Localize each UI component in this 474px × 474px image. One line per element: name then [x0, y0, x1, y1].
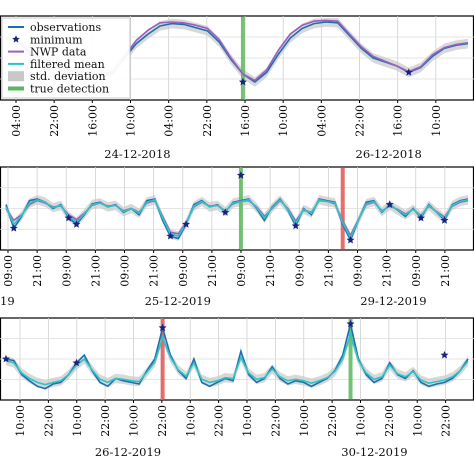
minimum-marker [417, 213, 425, 222]
minimum-marker [166, 232, 175, 240]
tick-label: 16:00 [86, 105, 99, 137]
date-label: 29-12-2019 [360, 294, 426, 308]
tick-label: 10:00 [277, 105, 290, 137]
tick-label: 22:00 [213, 405, 226, 437]
date-label: 25-12-2019 [145, 294, 211, 308]
date-label: 30-12-2019 [341, 445, 407, 459]
tick-label: 22:00 [99, 405, 112, 437]
legend-label: std. deviation [30, 70, 106, 83]
minimum-marker [72, 358, 81, 367]
tick-label: 09:00 [119, 255, 132, 287]
minimum-marker [182, 220, 191, 228]
false-detection-bar [340, 168, 345, 249]
tick-label: 09:00 [293, 255, 306, 287]
tick-label: 21:00 [439, 255, 452, 287]
legend-label: true detection [30, 83, 109, 96]
std-band [6, 18, 468, 87]
tick-label: 21:00 [322, 255, 335, 287]
tick-label: 04:00 [10, 105, 23, 137]
true-detection-bar [240, 17, 245, 99]
minimum-marker [404, 68, 413, 76]
legend-label: minimum [30, 33, 83, 46]
tick-label: 22:00 [42, 405, 55, 437]
tick-label: 22:00 [48, 105, 61, 137]
tick-label: 09:00 [410, 255, 423, 287]
tick-label: 10:00 [411, 405, 424, 437]
false-detection-bar [160, 319, 165, 399]
tick-label: 10:00 [128, 405, 141, 437]
tick-label: 10:00 [298, 405, 311, 437]
minimum-marker [385, 200, 394, 208]
tick-label: 21:00 [206, 255, 219, 287]
tick-label: 21:00 [31, 255, 44, 287]
minimum-marker [221, 208, 230, 216]
tick-label: 09:00 [352, 255, 365, 287]
minimum-marker [238, 77, 247, 86]
legend-swatch [8, 86, 24, 91]
minimum-marker [64, 213, 73, 222]
date-label: 24-12-2018 [104, 147, 170, 161]
tick-label: 10:00 [430, 105, 443, 137]
minimum-marker [346, 319, 355, 328]
minimum-marker [440, 216, 449, 224]
tick-label: 10:00 [14, 405, 27, 437]
series-line-filtered-mean [5, 331, 469, 386]
tick-label: 10:00 [71, 405, 84, 437]
tick-label: 10:00 [184, 405, 197, 437]
minimum-marker [291, 221, 300, 230]
tick-label: 10:00 [125, 105, 138, 137]
tick-label: 22:00 [326, 405, 339, 437]
legend-label: observations [30, 21, 101, 34]
tick-label: 22:00 [269, 405, 282, 437]
date-label: 19 [0, 294, 15, 308]
tick-label: 09:00 [177, 255, 190, 287]
minimum-marker [158, 323, 167, 332]
tick-label: 22:00 [156, 405, 169, 437]
tick-label: 16:00 [392, 105, 405, 137]
tick-label: 21:00 [381, 255, 394, 287]
date-label: 26-12-2018 [356, 147, 422, 161]
tick-label: 22:00 [354, 105, 367, 137]
legend-swatch [8, 71, 24, 82]
tick-label: 16:00 [239, 105, 252, 137]
tick-label: 22:00 [383, 405, 396, 437]
tick-label: 21:00 [148, 255, 161, 287]
tick-label: 09:00 [235, 255, 248, 287]
tick-label: 10:00 [241, 405, 254, 437]
minimum-marker [236, 171, 245, 179]
tick-label: 22:00 [201, 105, 214, 137]
tick-label: 21:00 [89, 255, 102, 287]
legend-box [1, 17, 131, 99]
legend-label: NWP data [30, 46, 87, 59]
legend-swatch [12, 35, 20, 43]
minimum-marker [72, 220, 81, 228]
minimum-marker [2, 354, 10, 363]
legend-label: filtered mean [30, 58, 105, 71]
tick-label: 04:00 [163, 105, 176, 137]
tick-label: 21:00 [264, 255, 277, 287]
tick-label: 04:00 [315, 105, 328, 137]
tick-label: 09:00 [60, 255, 73, 287]
true-detection-bar [348, 319, 353, 399]
date-label: 26-12-2019 [95, 445, 161, 459]
panel-middle: 09:00 21:00 09:00 21:00 09:00 21:00 09:00 21:00… [0, 166, 474, 308]
minimum-marker [440, 350, 449, 359]
tick-label: 10:00 [355, 405, 368, 437]
panel-bottom: 10:00 22:00 10:00 22:00 10:00 22:00 10:00 22:00… [0, 317, 474, 459]
minimum-marker [346, 235, 355, 244]
true-detection-bar [238, 168, 243, 249]
tick-label: 22:00 [440, 405, 453, 437]
minimum-marker [9, 224, 18, 232]
tick-label: 09:00 [2, 255, 15, 287]
